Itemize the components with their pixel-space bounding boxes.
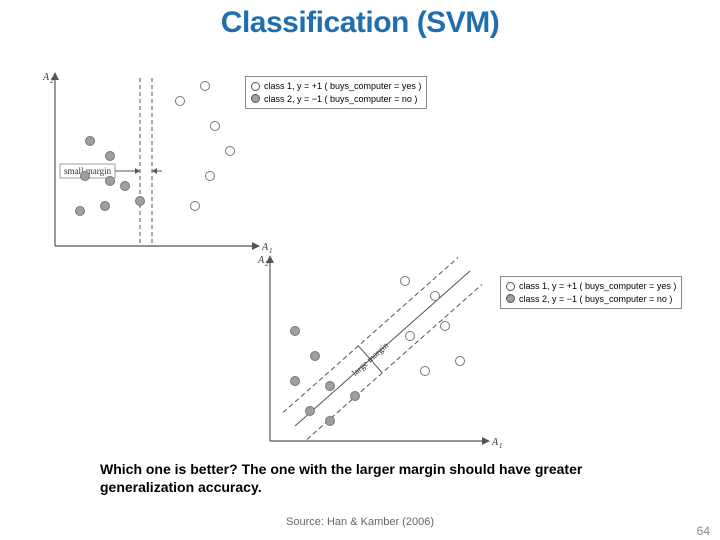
page-title: Classification (SVM) [0, 6, 720, 40]
page-number: 64 [697, 524, 710, 538]
svg-text:2: 2 [50, 77, 54, 85]
chart-small-margin: A2A1small margin [40, 66, 280, 271]
legend-marker-class2-b [506, 294, 515, 303]
legend-marker-class1 [251, 82, 260, 91]
legend-row-class2: class 2, y = −1 ( buys_computer = no ) [251, 93, 421, 106]
question-text: Which one is better? The one with the la… [100, 460, 660, 496]
legend-large: class 1, y = +1 ( buys_computer = yes ) … [500, 276, 682, 309]
legend-row-class1-b: class 1, y = +1 ( buys_computer = yes ) [506, 280, 676, 293]
svg-text:A: A [491, 437, 499, 448]
legend-label-class1-b: class 1, y = +1 ( buys_computer = yes ) [519, 280, 676, 293]
svg-text:large margin: large margin [350, 340, 391, 378]
chart-large-margin: A2A1large margin [255, 251, 510, 466]
source-citation: Source: Han & Kamber (2006) [0, 516, 720, 528]
legend-label-class2-b: class 2, y = −1 ( buys_computer = no ) [519, 293, 672, 306]
legend-row-class1: class 1, y = +1 ( buys_computer = yes ) [251, 80, 421, 93]
legend-marker-class2 [251, 94, 260, 103]
legend-row-class2-b: class 2, y = −1 ( buys_computer = no ) [506, 293, 676, 306]
svg-text:A: A [257, 255, 265, 266]
legend-marker-class1-b [506, 282, 515, 291]
svg-text:2: 2 [265, 260, 269, 268]
legend-label-class1: class 1, y = +1 ( buys_computer = yes ) [264, 80, 421, 93]
svg-text:A: A [42, 72, 50, 83]
svg-text:1: 1 [499, 442, 503, 450]
legend-small: class 1, y = +1 ( buys_computer = yes ) … [245, 76, 427, 109]
legend-label-class2: class 2, y = −1 ( buys_computer = no ) [264, 93, 417, 106]
